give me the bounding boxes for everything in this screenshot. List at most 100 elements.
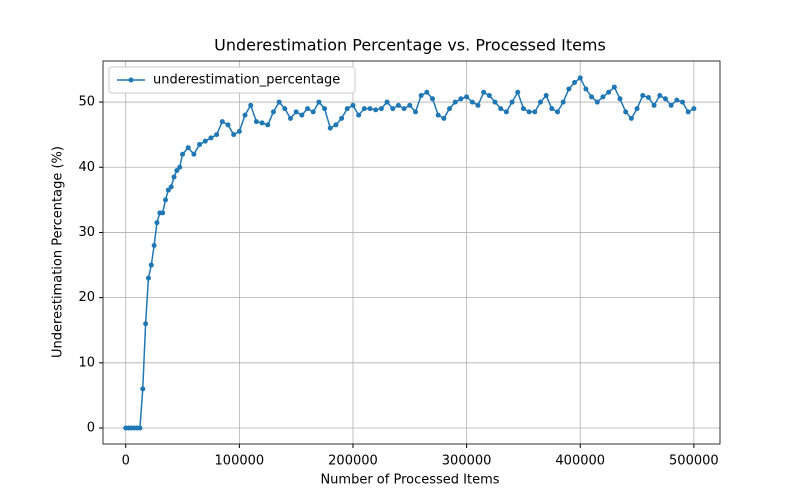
point [469,99,475,105]
x-axis-label: Number of Processed Items [320,473,499,488]
point [287,115,293,121]
point [148,262,154,268]
point [685,109,691,115]
point [640,93,646,99]
point [191,151,197,157]
point [572,80,578,86]
point [520,106,526,112]
point [407,102,413,108]
point [583,86,589,92]
point [151,242,157,248]
legend-label: underestimation_percentage [153,73,340,88]
point [623,109,629,115]
point [691,106,697,112]
point [503,109,509,115]
point [390,106,396,112]
point [464,94,470,100]
y-axis-label: Underestimation Percentage (%) [51,146,66,358]
x-tick-label: 500000 [669,454,719,469]
point [299,112,305,118]
point [265,122,271,128]
chart-title: Underestimation Percentage vs. Processed… [214,36,606,55]
point [498,106,504,112]
point [168,184,174,190]
point [560,99,566,105]
point [367,106,373,112]
point [680,99,686,105]
point [259,120,265,126]
point [208,135,214,141]
point [566,86,572,92]
point [481,89,487,95]
point [378,106,384,112]
point [628,115,634,121]
point [242,112,248,118]
legend-box [108,66,356,94]
point [651,102,657,108]
point [356,112,362,118]
point [154,220,160,226]
point [339,115,345,121]
point [282,106,288,112]
x-tick-label: 200000 [328,454,378,469]
point [322,106,328,112]
y-tick-label: 40 [78,160,95,175]
point [458,96,464,102]
point [197,141,203,147]
point [140,386,146,392]
point [270,109,276,115]
y-tick-label: 20 [78,290,95,305]
point [180,151,186,157]
point [486,93,492,99]
point [452,99,458,105]
y-tick-label: 50 [78,95,95,110]
point [537,99,543,105]
point [214,132,220,138]
point [174,168,180,174]
point [611,84,617,90]
y-tick-label: 10 [78,355,95,370]
point [447,106,453,112]
point [373,107,379,113]
point [435,112,441,118]
point [657,93,663,99]
point [333,122,339,128]
point [344,106,350,112]
point [532,109,538,115]
point [424,89,430,95]
point [395,102,401,108]
point [361,106,367,112]
point [276,99,282,105]
point [202,138,208,144]
point [492,99,498,105]
point [412,109,418,115]
point [606,89,612,95]
point [236,128,242,134]
point [350,102,356,108]
point [645,95,651,101]
point [430,96,436,102]
y-tick-label: 0 [87,421,95,436]
point [589,94,595,100]
y-tick-label: 30 [78,225,95,240]
point [577,75,583,81]
point [384,99,390,105]
x-tick-label: 300000 [442,454,492,469]
point [293,109,299,115]
point [137,425,143,431]
x-tick-label: 100000 [215,454,265,469]
point [177,164,183,170]
point [600,94,606,100]
point [165,187,171,193]
point [662,96,668,102]
point [316,99,322,105]
point [143,321,149,327]
point [248,102,254,108]
point [543,93,549,99]
x-tick-label: 0 [122,454,130,469]
point [515,89,521,95]
point [219,119,225,125]
point [668,102,674,108]
point [555,109,561,115]
point [327,125,333,131]
